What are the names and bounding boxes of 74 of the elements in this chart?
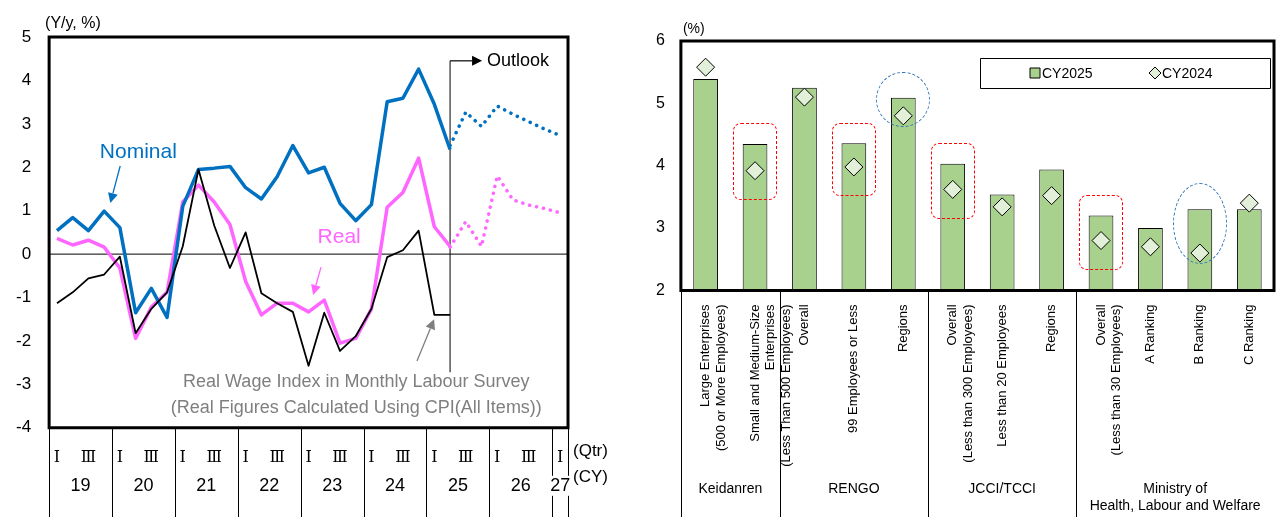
x-tick-label: Ⅲ xyxy=(332,447,348,465)
y-axis-title: (%) xyxy=(682,19,705,36)
x-tick-label: Ⅲ xyxy=(143,447,160,465)
y-tick-label: 5 xyxy=(655,93,665,111)
x-tick-label: Ⅲ xyxy=(269,447,285,465)
x-tick-label: Ⅰ xyxy=(53,447,61,465)
x-tick-label: Regions xyxy=(1043,303,1059,353)
point xyxy=(696,57,716,77)
x-tick-label: Ⅰ xyxy=(305,447,312,465)
text: 25 xyxy=(447,474,468,495)
x-tick-label: Large Enterprises (500 or More Employees) xyxy=(697,303,728,452)
y-tick-label: 6 xyxy=(655,31,665,49)
point xyxy=(1140,237,1160,257)
y-tick-label: 3 xyxy=(655,218,665,236)
text: (CY) xyxy=(573,467,608,487)
x-tick-label: Ⅰ xyxy=(179,447,186,465)
x-tick-label: Overall (Less than 30 Employees) xyxy=(1092,304,1124,456)
y-tick-label: 4 xyxy=(21,70,32,90)
x-tick-label: Ⅲ xyxy=(395,447,411,465)
x-tick-label: C Ranking xyxy=(1240,304,1256,366)
text: 27 xyxy=(550,474,571,495)
annotation: Outlook xyxy=(487,49,551,70)
text: 21 xyxy=(196,474,217,495)
x-tick-label: A Ranking xyxy=(1142,304,1158,364)
point xyxy=(1239,193,1259,213)
point xyxy=(992,197,1012,217)
x-tick-label: Less than 20 Employees xyxy=(993,303,1009,447)
text: 20 xyxy=(133,474,154,495)
x-tick-label: Ⅲ xyxy=(458,447,474,465)
point xyxy=(1042,186,1062,206)
x-axis-title: (Qtr) xyxy=(573,441,608,461)
y-tick-label: 3 xyxy=(21,113,32,133)
text: Real Wage Index in Monthly Labour Survey (Real Figures Calculated Using CPI(All Items)) xyxy=(170,370,542,417)
series-label: Nominal xyxy=(99,139,177,163)
text: RENGO xyxy=(828,479,880,496)
y-tick-label: 2 xyxy=(21,156,32,176)
x-tick-label: Regions xyxy=(894,303,910,353)
x-tick-label: 99 Employees or Less xyxy=(845,303,861,434)
text: 24 xyxy=(385,474,406,495)
x-tick-label: Overall (Less than 300 Employees) xyxy=(944,304,975,463)
text: 22 xyxy=(259,474,280,495)
legend-label: CY2025 xyxy=(1042,64,1093,81)
x-tick-label: Ⅰ xyxy=(116,447,124,465)
text: JCCI/TCCI xyxy=(968,479,1036,496)
y-tick-label: 0 xyxy=(21,243,32,263)
y-tick-label: 4 xyxy=(655,156,665,174)
x-tick-label: Ⅰ xyxy=(494,447,501,465)
series-label: Real xyxy=(317,224,361,248)
x-tick-label: Ⅰ xyxy=(556,447,564,465)
text: 19 xyxy=(70,474,91,495)
y-tick-label: 1 xyxy=(21,200,32,220)
legend-label: CY2024 xyxy=(1162,64,1213,81)
x-tick-label: Ⅰ xyxy=(431,447,438,465)
y-tick-label: 2 xyxy=(655,280,665,298)
y-tick-label: -2 xyxy=(15,330,32,350)
text: 23 xyxy=(322,474,343,495)
x-tick-label: Ⅰ xyxy=(368,447,375,465)
y-tick-label: -1 xyxy=(15,287,32,307)
x-tick-label: Small and Medium-Size Enterprises (Less Than 500 Employees) xyxy=(746,303,793,467)
y-tick-label: 5 xyxy=(21,26,32,46)
x-tick-label: Ⅲ xyxy=(206,447,222,465)
y-axis-title: (Y/y, %) xyxy=(45,14,101,32)
x-tick-label: Ⅲ xyxy=(520,447,537,465)
x-tick-label: Ⅰ xyxy=(242,447,249,465)
text: Keidanren xyxy=(698,479,763,496)
text: Ministry of Health, Labour and Welfare xyxy=(1089,479,1261,513)
x-tick-label: Ⅲ xyxy=(80,447,97,465)
x-tick-label: Overall xyxy=(796,304,812,346)
point xyxy=(893,106,913,126)
text: 26 xyxy=(510,474,531,495)
y-tick-label: -4 xyxy=(15,417,32,437)
y-tick-label: -3 xyxy=(15,374,32,394)
x-tick-label: B Ranking xyxy=(1191,304,1207,365)
point xyxy=(794,87,814,107)
